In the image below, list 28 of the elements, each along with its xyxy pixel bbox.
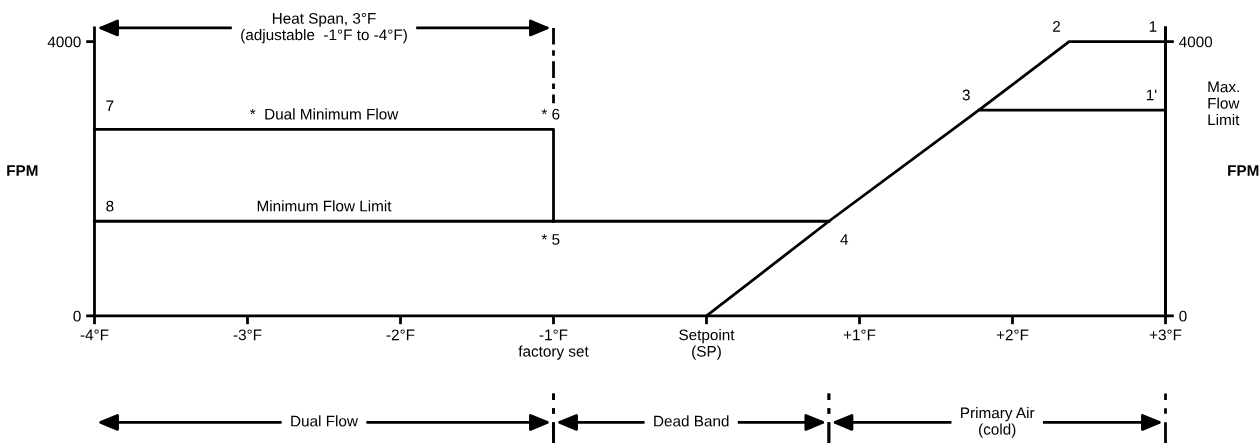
annotation: * 5: [541, 234, 560, 245]
annotation: 3: [962, 89, 970, 101]
annotation: 2: [1053, 21, 1061, 32]
text: Dual Flow: [291, 415, 358, 427]
x-tick-label: -4°F: [80, 329, 109, 341]
annotation: 7: [106, 100, 114, 112]
annotation: 1: [1149, 21, 1157, 32]
x-tick-label: Setpoint (SP): [679, 329, 735, 360]
x-tick-label: -1°F factory set: [518, 329, 589, 360]
annotation: Max. Flow Limit: [1208, 81, 1240, 126]
x-tick-label: -2°F: [386, 329, 415, 341]
annotation: 8: [106, 200, 114, 212]
annotation: Heat Span, 3°F (adjustable -1°F to -4°F): [241, 12, 407, 44]
x-tick-label: +2°F: [996, 329, 1029, 341]
y-axis-title: FPM: [7, 165, 38, 176]
x-tick-label: -3°F: [233, 329, 262, 341]
x-tick-label: +3°F: [1149, 329, 1182, 341]
annotation: Minimum Flow Limit: [257, 200, 392, 212]
y2-tick-label: 0: [1179, 310, 1187, 322]
y2-tick-label: 4000: [1179, 36, 1213, 48]
annotation: 4: [840, 234, 849, 245]
annotation: 1': [1146, 89, 1157, 101]
x-tick-label: +1°F: [843, 329, 876, 341]
text: Dead Band: [654, 415, 729, 427]
y2-axis-title: FPM: [1228, 165, 1259, 176]
annotation: * 6: [541, 108, 560, 120]
annotation: * Dual Minimum Flow: [249, 108, 399, 120]
text: Primary Air (cold): [961, 407, 1035, 438]
